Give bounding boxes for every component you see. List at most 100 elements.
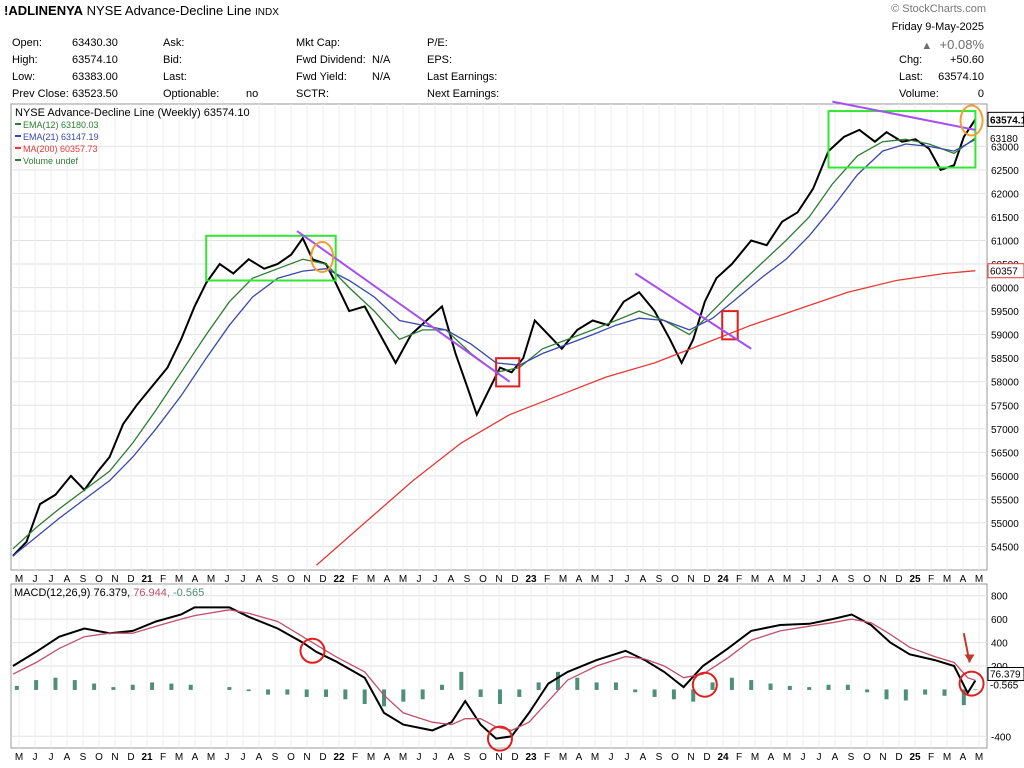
x-tick-label: M — [367, 752, 375, 763]
ma200-tag: 60357 — [990, 267, 1018, 278]
x-tick-label: J — [241, 574, 246, 585]
x-tick-label: J — [433, 574, 438, 585]
x-tick-label: F — [736, 574, 742, 585]
x-tick-label: 24 — [717, 574, 729, 585]
x-tick-label: A — [192, 752, 199, 763]
x-tick-label: A — [256, 752, 263, 763]
x-tick-label: M — [207, 574, 215, 585]
ema-tag: 63180 — [990, 134, 1018, 145]
histogram-bar — [247, 689, 251, 691]
x-tick-label: M — [15, 752, 23, 763]
x-tick-label: N — [687, 574, 694, 585]
x-tick-label: J — [609, 574, 614, 585]
x-tick-label: S — [656, 574, 663, 585]
x-tick-label: F — [736, 752, 742, 763]
histogram-bar — [730, 678, 734, 690]
y-tick-label: 61500 — [991, 213, 1019, 224]
histogram-bar — [92, 684, 96, 690]
y-tick-label: 62500 — [991, 166, 1019, 177]
histogram-bar — [973, 689, 977, 690]
histogram-bar — [498, 689, 502, 704]
x-tick-label: S — [80, 752, 87, 763]
x-tick-label: O — [95, 574, 103, 585]
x-tick-label: O — [863, 574, 871, 585]
x-tick-label: O — [287, 574, 295, 585]
x-tick-label: D — [511, 752, 518, 763]
x-tick-label: A — [640, 574, 647, 585]
x-tick-label: A — [640, 752, 647, 763]
histogram-bar — [266, 689, 270, 694]
y-tick-label: 59500 — [991, 307, 1019, 318]
y-tick-label: 59000 — [991, 331, 1019, 342]
x-tick-label: J — [625, 752, 630, 763]
x-tick-label: 23 — [525, 574, 537, 585]
x-tick-label: N — [879, 574, 886, 585]
x-tick-label: 25 — [909, 752, 921, 763]
histogram-bar — [846, 685, 850, 690]
panel-title: NYSE Advance-Decline Line (Weekly) 63574… — [15, 107, 250, 119]
y-tick-label: 56500 — [991, 448, 1019, 459]
x-tick-label: M — [559, 752, 567, 763]
x-tick-label: D — [703, 574, 710, 585]
y-tick-label: 58000 — [991, 378, 1019, 389]
histogram-bar — [34, 680, 38, 690]
histogram-bar — [459, 672, 463, 690]
histogram-bar — [537, 682, 541, 690]
x-tick-label: A — [832, 752, 839, 763]
y-tick-label: 400 — [991, 639, 1008, 650]
legend-entry: EMA(12) 63180.03 — [23, 120, 99, 130]
x-tick-label: M — [175, 574, 183, 585]
histogram-bar — [305, 689, 309, 697]
x-tick-label: F — [352, 574, 358, 585]
y-tick-label: 57000 — [991, 425, 1019, 436]
histogram-bar — [440, 685, 444, 690]
x-tick-label: A — [384, 574, 391, 585]
histogram-bar — [749, 680, 753, 690]
x-tick-label: A — [768, 574, 775, 585]
x-tick-label: N — [303, 574, 310, 585]
x-tick-label: D — [127, 752, 134, 763]
histogram-bar — [15, 686, 19, 690]
price-tag: 63574.1 — [990, 115, 1024, 126]
histogram-bar — [672, 689, 676, 699]
x-tick-label: 21 — [141, 752, 153, 763]
x-tick-label: M — [399, 752, 407, 763]
x-tick-label: O — [479, 574, 487, 585]
x-tick-label: D — [895, 752, 902, 763]
x-tick-label: A — [64, 574, 71, 585]
x-tick-label: M — [367, 574, 375, 585]
x-tick-label: N — [495, 752, 502, 763]
histogram-bar — [324, 689, 328, 697]
macd-title: MACD(12,26,9) 76.379, 76.944, -0.565 — [14, 587, 204, 599]
x-tick-label: D — [703, 752, 710, 763]
x-tick-label: M — [207, 752, 215, 763]
x-tick-label: F — [352, 752, 358, 763]
x-tick-label: O — [671, 574, 679, 585]
histogram-bar — [769, 684, 773, 690]
x-tick-label: S — [272, 752, 279, 763]
histogram-bar — [711, 682, 715, 690]
x-tick-label: J — [609, 752, 614, 763]
y-tick-label: 800 — [991, 592, 1008, 603]
x-tick-label: M — [783, 574, 791, 585]
x-tick-label: M — [751, 574, 759, 585]
x-tick-label: A — [576, 752, 583, 763]
x-tick-label: O — [863, 752, 871, 763]
histogram-bar — [227, 687, 231, 690]
x-tick-label: D — [895, 574, 902, 585]
x-tick-label: A — [384, 752, 391, 763]
y-tick-label: 60000 — [991, 284, 1019, 295]
histogram-bar — [401, 689, 405, 701]
histogram-bar — [595, 682, 599, 690]
x-tick-label: J — [49, 574, 54, 585]
legend-entry: Volume undef — [23, 156, 79, 166]
y-tick-label: 600 — [991, 615, 1008, 626]
x-tick-label: F — [544, 574, 550, 585]
histogram-bar — [517, 689, 521, 697]
x-tick-label: A — [960, 752, 967, 763]
x-tick-label: J — [801, 752, 806, 763]
histogram-bar — [807, 687, 811, 690]
x-tick-label: M — [975, 574, 983, 585]
x-tick-label: N — [303, 752, 310, 763]
